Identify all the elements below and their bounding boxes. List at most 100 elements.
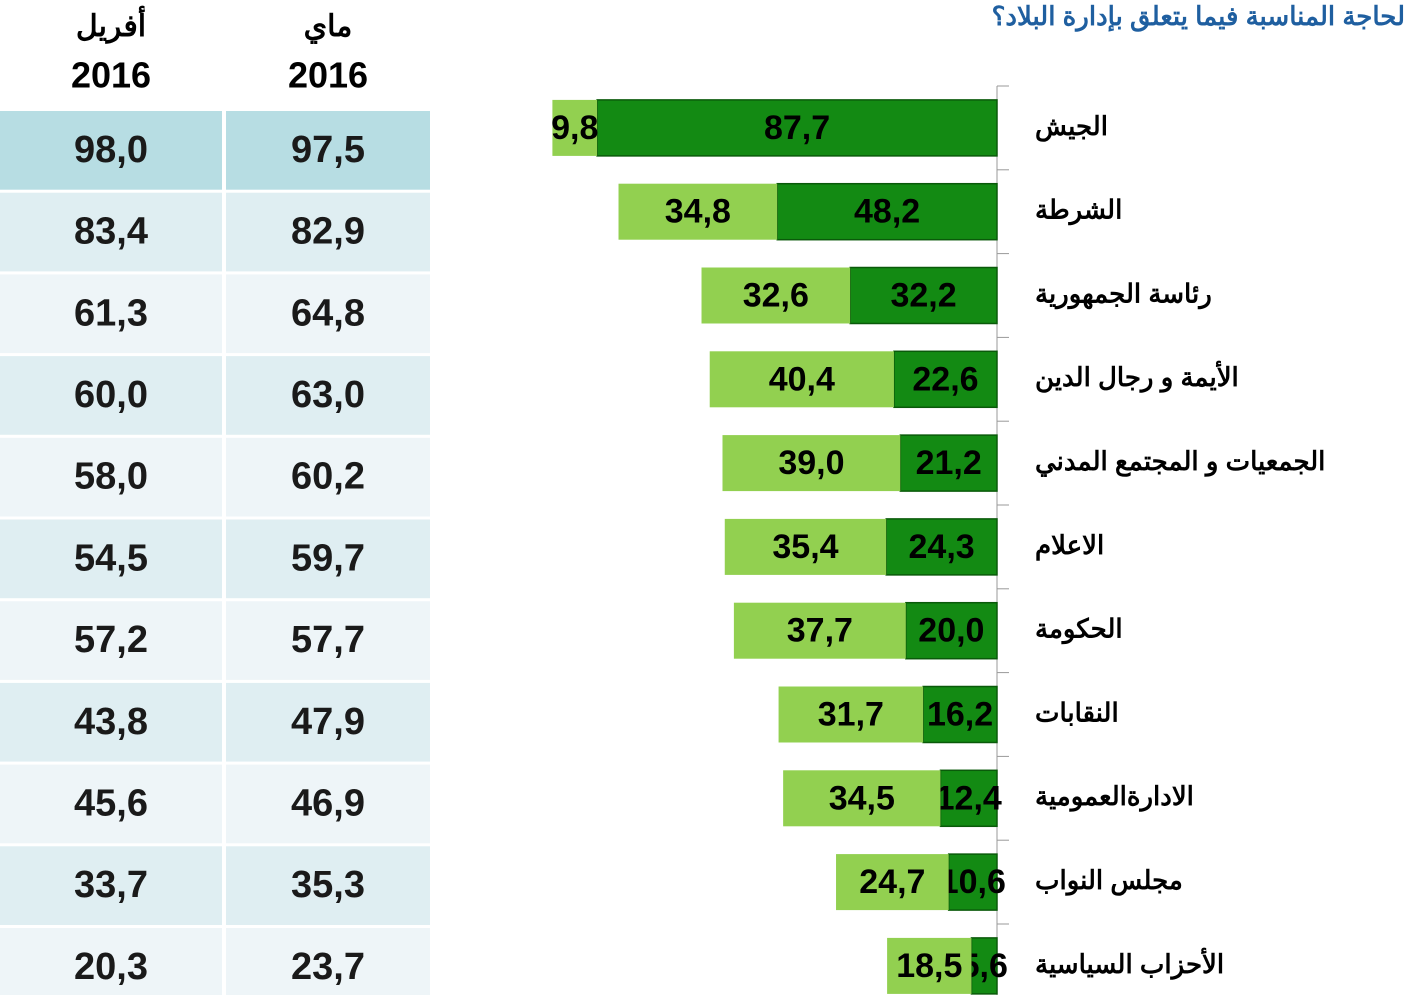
table-cell: [226, 601, 430, 680]
category-label: الجيش: [1035, 111, 1108, 142]
table-value: 60,2: [291, 456, 365, 498]
value-label: 34,5: [829, 779, 895, 817]
table-cell: [226, 274, 430, 354]
table-value: 43,8: [74, 701, 148, 743]
bar-segment: [701, 267, 851, 324]
table-cell: [0, 519, 222, 599]
category-label: الادارةالعمومية: [1035, 781, 1194, 812]
table-cell: [0, 356, 222, 435]
bar-segment: [905, 601, 998, 660]
table-value: 59,7: [291, 537, 365, 579]
category-label: الجمعيات و المجتمع المدني: [1035, 446, 1325, 477]
table-value: 83,4: [74, 211, 148, 253]
table-header: أفريل: [76, 5, 146, 44]
table-value: 23,7: [291, 946, 365, 988]
bar-segment: [783, 770, 941, 827]
value-label: 9,8: [551, 109, 598, 147]
table-value: 98,0: [74, 129, 148, 171]
table-cell: [226, 846, 430, 925]
table-cell: [226, 682, 430, 762]
bar-segment: [552, 99, 598, 156]
category-label: الأيمة و رجال الدين: [1035, 360, 1239, 393]
value-label: 18,5: [896, 947, 962, 985]
bar-segment: [885, 518, 998, 576]
table-value: 20,3: [74, 946, 148, 988]
value-label: 16,2: [927, 695, 993, 733]
category-label: رئاسة الجمهورية: [1035, 278, 1212, 309]
table-value: 97,5: [291, 129, 365, 171]
table-value: 57,2: [74, 619, 148, 661]
value-label: 32,6: [743, 276, 809, 314]
table-header: 2016: [288, 55, 368, 96]
value-label: 48,2: [854, 193, 920, 231]
table-cell: [226, 111, 430, 190]
value-label: 24,7: [859, 863, 925, 901]
value-label: 31,7: [818, 695, 884, 733]
value-label: 32,2: [890, 276, 956, 314]
value-label: 39,0: [778, 444, 844, 482]
bar-segment: [922, 685, 998, 744]
bar-segment: [776, 182, 998, 241]
bar-segment: [709, 351, 894, 408]
table-cell: [0, 111, 222, 190]
bar-segment: [722, 435, 901, 492]
table-cell: [226, 192, 430, 272]
table-value: 82,9: [291, 211, 365, 253]
table-value: 63,0: [291, 374, 365, 416]
table-cell: [0, 846, 222, 925]
table-cell: [0, 274, 222, 354]
category-label: الأحزاب السياسية: [1035, 947, 1224, 980]
bar-segment: [618, 183, 778, 240]
table-cell: [226, 928, 430, 1000]
bar-segment: [724, 518, 887, 575]
bar-segment: [596, 99, 998, 157]
category-label: الشرطة: [1035, 195, 1122, 226]
table-value: 64,8: [291, 292, 365, 334]
value-label: 37,7: [787, 612, 853, 650]
value-label: 24,3: [909, 528, 975, 566]
table-header: 2016: [71, 55, 151, 96]
category-label: مجلس النواب: [1035, 865, 1183, 896]
bar-segment: [893, 350, 998, 409]
bar-segment: [836, 854, 949, 911]
category-label: النقابات: [1035, 697, 1119, 727]
table-cell: [0, 682, 222, 762]
value-label: 35,4: [772, 528, 838, 566]
bar-segment: [947, 853, 998, 911]
table-value: 54,5: [74, 537, 148, 579]
bar-segment: [733, 602, 906, 659]
bar-segment: [887, 937, 972, 994]
table-cell: [226, 519, 430, 599]
value-label: 10,6: [940, 863, 1006, 901]
table-cell: [226, 356, 430, 435]
table-cell: [0, 192, 222, 272]
value-label: 22,6: [912, 360, 978, 398]
bar-segment: [778, 686, 924, 743]
table-value: 58,0: [74, 456, 148, 498]
bar-segment: [849, 266, 998, 325]
table-header: ماي: [304, 10, 353, 44]
value-label: 40,4: [769, 360, 835, 398]
value-label: 20,0: [918, 612, 984, 650]
table-cell: [0, 601, 222, 680]
table-cell: [0, 928, 222, 1000]
chart-title: لحاجة المناسبة فيما يتعلق بإدارة البلاد؟: [992, 1, 1405, 32]
table-cell: [0, 764, 222, 844]
table-value: 57,7: [291, 619, 365, 661]
table-value: 45,6: [74, 782, 148, 824]
table-value: 47,9: [291, 701, 365, 743]
value-label: 34,8: [665, 193, 731, 231]
table-cell: [226, 437, 430, 517]
table-value: 35,3: [291, 864, 365, 906]
table-value: 33,7: [74, 864, 148, 906]
table-cell: [0, 437, 222, 517]
category-label: الحكومة: [1035, 614, 1123, 645]
value-label: 87,7: [764, 109, 830, 147]
table-value: 60,0: [74, 374, 148, 416]
category-label: الاعلام: [1035, 530, 1104, 561]
table-value: 46,9: [291, 782, 365, 824]
table-cell: [226, 764, 430, 844]
table-value: 61,3: [74, 292, 148, 334]
value-label: 12,4: [936, 779, 1002, 817]
